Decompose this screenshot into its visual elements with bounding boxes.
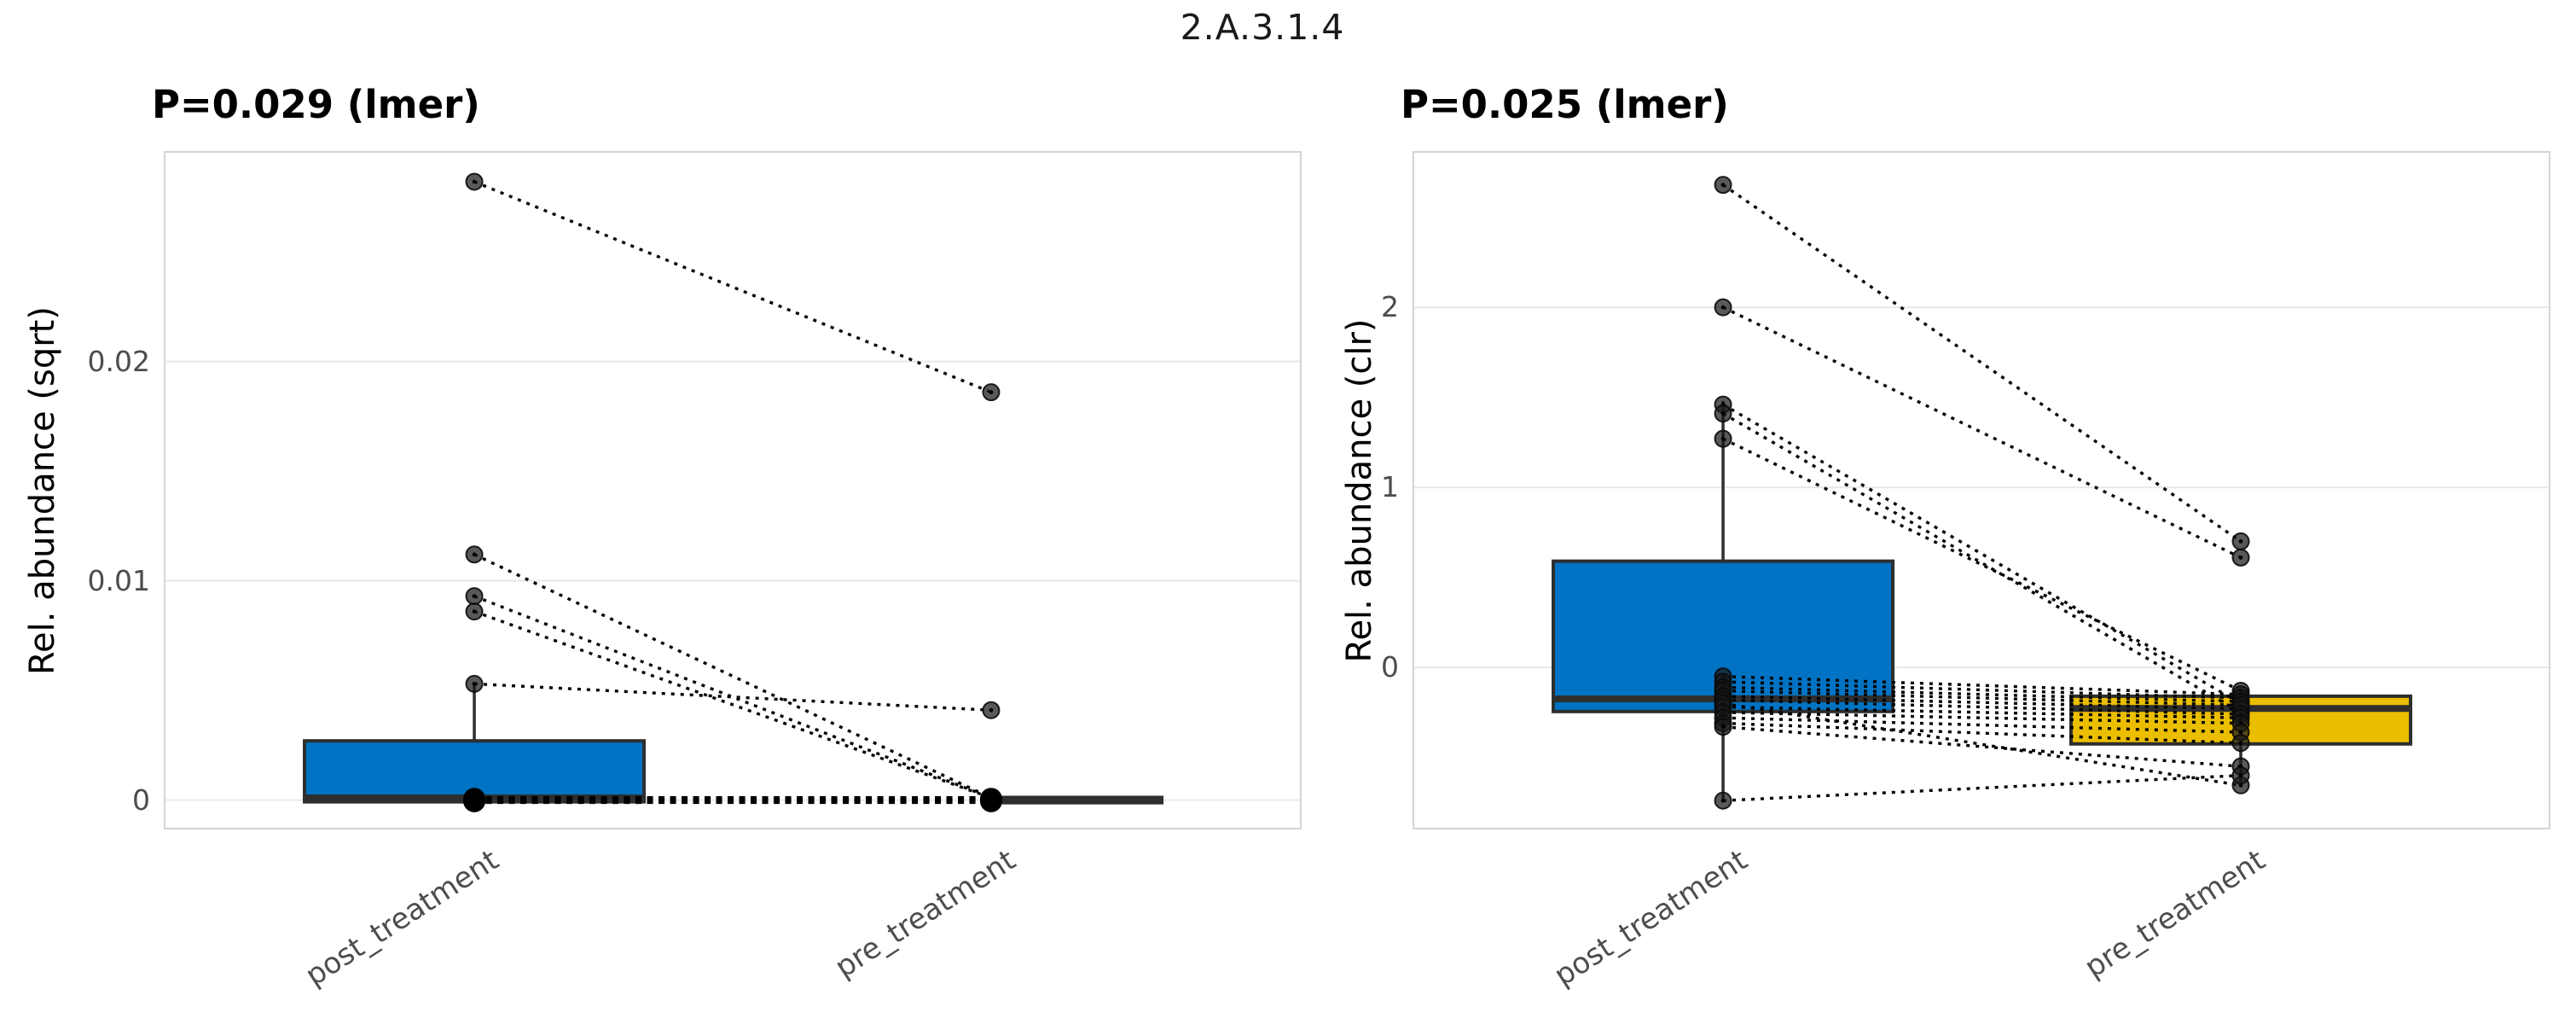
pair-line <box>1723 705 2242 719</box>
pair-line <box>1722 725 2242 768</box>
y-tick-label: 0 <box>1381 650 1399 684</box>
pair-line <box>1723 711 2242 725</box>
pair-line <box>1723 716 2242 734</box>
data-point-center <box>1720 798 1726 803</box>
boxplot-panel-left <box>164 151 1302 829</box>
data-point-center <box>2238 730 2243 735</box>
y-axis-label-left: Rel. abundance (sqrt) <box>23 306 62 675</box>
x-category-label: post_treatment <box>299 843 505 993</box>
pair-line <box>1723 695 2242 711</box>
data-point-center <box>2238 539 2243 544</box>
data-point <box>979 789 1002 812</box>
pair-line <box>473 595 992 800</box>
pair-line <box>1722 183 2242 543</box>
data-point-center <box>1720 436 1726 441</box>
y-tick-label: 1 <box>1381 470 1399 504</box>
data-point-center <box>989 707 994 713</box>
pair-line <box>473 609 992 800</box>
x-category-label: pre_treatment <box>828 843 1022 986</box>
pair-line <box>473 682 992 712</box>
x-category-label: post_treatment <box>1548 843 1754 993</box>
pair-line <box>1722 721 2242 745</box>
data-point-center <box>2238 773 2243 778</box>
pair-line <box>473 553 992 800</box>
y-tick-label: 0.01 <box>87 563 150 597</box>
data-point-center <box>1720 411 1726 416</box>
data-point <box>463 789 486 812</box>
pair-line <box>1723 689 2242 707</box>
data-point-center <box>472 594 477 599</box>
data-point-center <box>2238 741 2243 746</box>
plot-title: 2.A.3.1.4 <box>1180 7 1345 48</box>
panel-subtitle-left: P=0.029 (lmer) <box>152 82 480 127</box>
median-line <box>996 796 1161 804</box>
pair-line <box>1722 437 2242 693</box>
panel-border <box>164 151 1302 829</box>
panel-border <box>1413 151 2550 829</box>
pair-line <box>1722 674 2242 696</box>
data-point-center <box>472 681 477 686</box>
data-point-center <box>1720 305 1726 310</box>
pair-line <box>1723 685 2242 703</box>
y-tick-label: 2 <box>1381 290 1399 324</box>
pair-line <box>1722 774 2242 802</box>
panel-subtitle-right: P=0.025 (lmer) <box>1401 82 1729 127</box>
pair-line <box>1722 305 2242 559</box>
pair-line <box>1722 403 2242 705</box>
boxplot-panel-right <box>1413 151 2550 829</box>
panel-background <box>164 151 1302 829</box>
pair-line <box>1723 698 2242 716</box>
pair-line <box>1722 680 2242 700</box>
pair-line <box>1722 701 2242 787</box>
x-category-label: pre_treatment <box>2078 843 2271 986</box>
data-point-center <box>989 390 994 395</box>
data-point-center <box>472 609 477 614</box>
data-point-center <box>1720 183 1726 188</box>
data-point-center <box>2238 556 2243 560</box>
y-tick-label: 0 <box>132 783 150 817</box>
pair-line <box>1722 412 2242 714</box>
data-point-center <box>1720 724 1726 730</box>
y-tick-label: 0.02 <box>87 344 150 378</box>
data-point-center <box>472 179 477 184</box>
data-point-center <box>472 552 477 557</box>
